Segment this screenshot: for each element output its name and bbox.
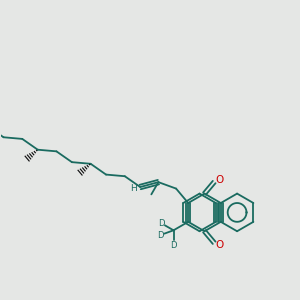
Text: D: D <box>157 231 164 240</box>
Text: H: H <box>130 184 137 193</box>
Text: D: D <box>170 241 177 250</box>
Text: O: O <box>215 175 223 185</box>
Text: O: O <box>215 240 223 250</box>
Text: D: D <box>158 219 164 228</box>
